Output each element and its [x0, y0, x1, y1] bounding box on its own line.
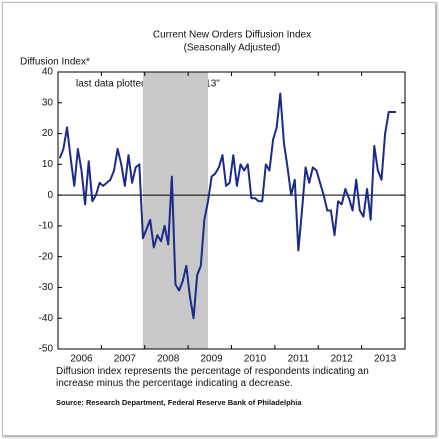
x-tick-label: 2012	[331, 354, 354, 365]
recession-shade	[142, 72, 209, 349]
data-line	[58, 92, 396, 320]
x-tick-label: 2006	[70, 354, 93, 365]
plot-frame	[57, 71, 406, 350]
y-tick-label: -50	[39, 344, 54, 355]
x-tick-label: 2010	[244, 354, 267, 365]
frame	[2, 2, 436, 436]
y-tick-label: 0	[47, 190, 53, 201]
y-tick-label: -40	[39, 313, 54, 324]
x-tick-label: 2007	[114, 354, 137, 365]
y-tick-label: -10	[39, 221, 54, 232]
y-tick-label: -30	[39, 282, 54, 293]
x-tick-label: 2009	[200, 354, 223, 365]
chart-subtitle: (Seasonally Adjusted)	[184, 43, 281, 54]
y-tick-label: 40	[42, 67, 54, 78]
source: Source: Research Department, Federal Res…	[56, 398, 302, 407]
y-axis-label: Diffusion Index*	[20, 57, 90, 68]
footnote: Diffusion index represents the percentag…	[56, 366, 369, 389]
y-tick-label: -20	[39, 251, 54, 262]
x-tick-label: 2008	[157, 354, 180, 365]
x-tick-label: 2011	[288, 354, 310, 365]
y-tick-label: 30	[42, 97, 54, 108]
chart-title: Current New Orders Diffusion Index	[153, 30, 311, 41]
x-tick-label: 2013	[374, 354, 397, 365]
y-tick-label: 10	[42, 159, 54, 170]
y-tick-label: 20	[42, 128, 54, 139]
